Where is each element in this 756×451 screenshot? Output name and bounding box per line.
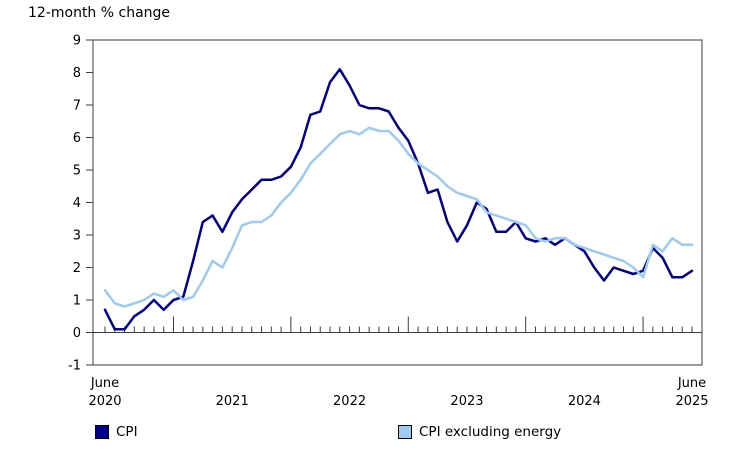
y-axis-tick-label: 9 — [73, 34, 81, 49]
cpi-excluding-energy-line — [103, 126, 694, 308]
x-axis-month-label: June — [677, 376, 706, 391]
plot-frame — [92, 39, 703, 366]
y-axis-tick-label: 3 — [73, 229, 81, 244]
legend-item-cpi-excluding-energy: CPI excluding energy — [398, 423, 561, 441]
x-axis-year-label: 2020 — [88, 394, 121, 409]
y-axis-tick-label: 8 — [73, 66, 81, 81]
cpi-excluding-energy-legend-label: CPI excluding energy — [419, 424, 562, 440]
y-axis-tick-label: 2 — [73, 261, 81, 276]
x-axis-year-label: 2021 — [216, 394, 249, 409]
x-axis-year-label: 2025 — [675, 394, 708, 409]
cpi-legend-swatch — [95, 425, 109, 439]
cpi-legend-label: CPI — [116, 424, 138, 440]
x-axis-year-label: 2022 — [333, 394, 366, 409]
cpi-line — [103, 68, 694, 331]
y-axis-tick-label: 1 — [73, 294, 81, 309]
y-axis-tick-label: 5 — [73, 164, 81, 179]
line-chart-plot: -1 0 1 2 3 4 5 6 7 8 9 June 2020 2021 2022 2023 2024 June… — [68, 34, 709, 410]
x-axis-year-label: 2024 — [568, 394, 601, 409]
y-axis-tick-label: 0 — [73, 326, 81, 341]
legend-item-cpi: CPI — [95, 423, 138, 441]
chart-title: 12-month % change — [28, 5, 171, 21]
x-axis-year-label: 2023 — [450, 394, 483, 409]
y-axis-tick-label: -1 — [68, 359, 81, 374]
cpi-excluding-energy-legend-swatch — [398, 425, 412, 439]
y-axis-tick-label: 7 — [73, 99, 81, 114]
y-axis-tick-label: 6 — [73, 131, 81, 146]
x-axis-month-label: June — [90, 376, 119, 391]
y-axis-tick-label: 4 — [73, 196, 81, 211]
